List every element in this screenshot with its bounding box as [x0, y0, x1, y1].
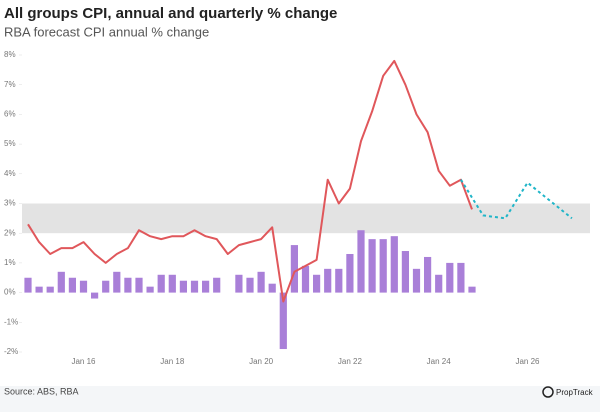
y-tick-label: -1%: [4, 317, 18, 326]
y-tick-label: 3%: [4, 199, 16, 208]
brand: PropTrack: [556, 388, 594, 397]
bar: [246, 277, 254, 293]
bar: [401, 251, 409, 293]
bar: [35, 286, 43, 293]
bar: [279, 292, 287, 350]
bar: [124, 277, 132, 293]
bar: [179, 280, 187, 293]
y-tick-label: 7%: [4, 80, 16, 89]
bar: [446, 262, 454, 293]
bar: [190, 280, 199, 293]
y-tick-label: 2%: [4, 228, 16, 237]
bar: [24, 277, 32, 293]
bar: [379, 239, 387, 293]
y-tick-label: 6%: [4, 110, 16, 119]
bar: [46, 286, 54, 293]
bar: [257, 271, 265, 293]
y-tick-label: 1%: [4, 258, 16, 267]
bar: [346, 253, 354, 293]
bar: [290, 245, 298, 293]
y-tick-label: -2%: [4, 347, 18, 356]
bar: [457, 262, 465, 293]
bar: [57, 271, 65, 293]
x-tick-label: Jan 16: [71, 357, 96, 366]
bar: [412, 268, 421, 293]
bar: [135, 277, 143, 293]
y-tick-label: 4%: [4, 169, 16, 178]
bar: [301, 265, 310, 293]
target-band: [22, 203, 590, 234]
y-tick-label: 0%: [4, 288, 16, 297]
bar: [202, 280, 210, 293]
source: Source: ABS, RBA: [4, 386, 79, 396]
x-tick-label: Jan 22: [338, 357, 363, 366]
bar: [102, 280, 110, 293]
y-tick-label: 5%: [4, 139, 16, 148]
bar: [157, 274, 165, 293]
bar: [368, 239, 376, 293]
bar: [68, 277, 76, 293]
bar: [357, 230, 365, 293]
bar: [390, 236, 398, 293]
y-tick-label: 8%: [4, 50, 16, 59]
x-tick-label: Jan 20: [249, 357, 274, 366]
bar: [235, 274, 243, 293]
chart-subtitle: RBA forecast CPI annual % change: [4, 24, 209, 39]
bar: [113, 271, 121, 293]
x-tick-label: Jan 26: [515, 357, 540, 366]
bar: [91, 292, 99, 299]
x-tick-label: Jan 24: [427, 357, 452, 366]
bar: [468, 286, 476, 293]
bar: [213, 277, 221, 293]
bar: [435, 274, 443, 293]
footer-bg: [0, 386, 600, 412]
bar: [424, 256, 432, 293]
bar: [335, 268, 343, 293]
bar: [146, 286, 154, 293]
bar: [313, 274, 321, 293]
bar: [268, 283, 276, 293]
brand-logo: [542, 386, 554, 398]
line: [27, 59, 473, 303]
bar: [324, 268, 332, 293]
bar: [168, 274, 176, 293]
line: [460, 179, 573, 220]
x-tick-label: Jan 18: [160, 357, 185, 366]
bar: [79, 280, 88, 293]
chart-title: All groups CPI, annual and quarterly % c…: [4, 5, 337, 22]
